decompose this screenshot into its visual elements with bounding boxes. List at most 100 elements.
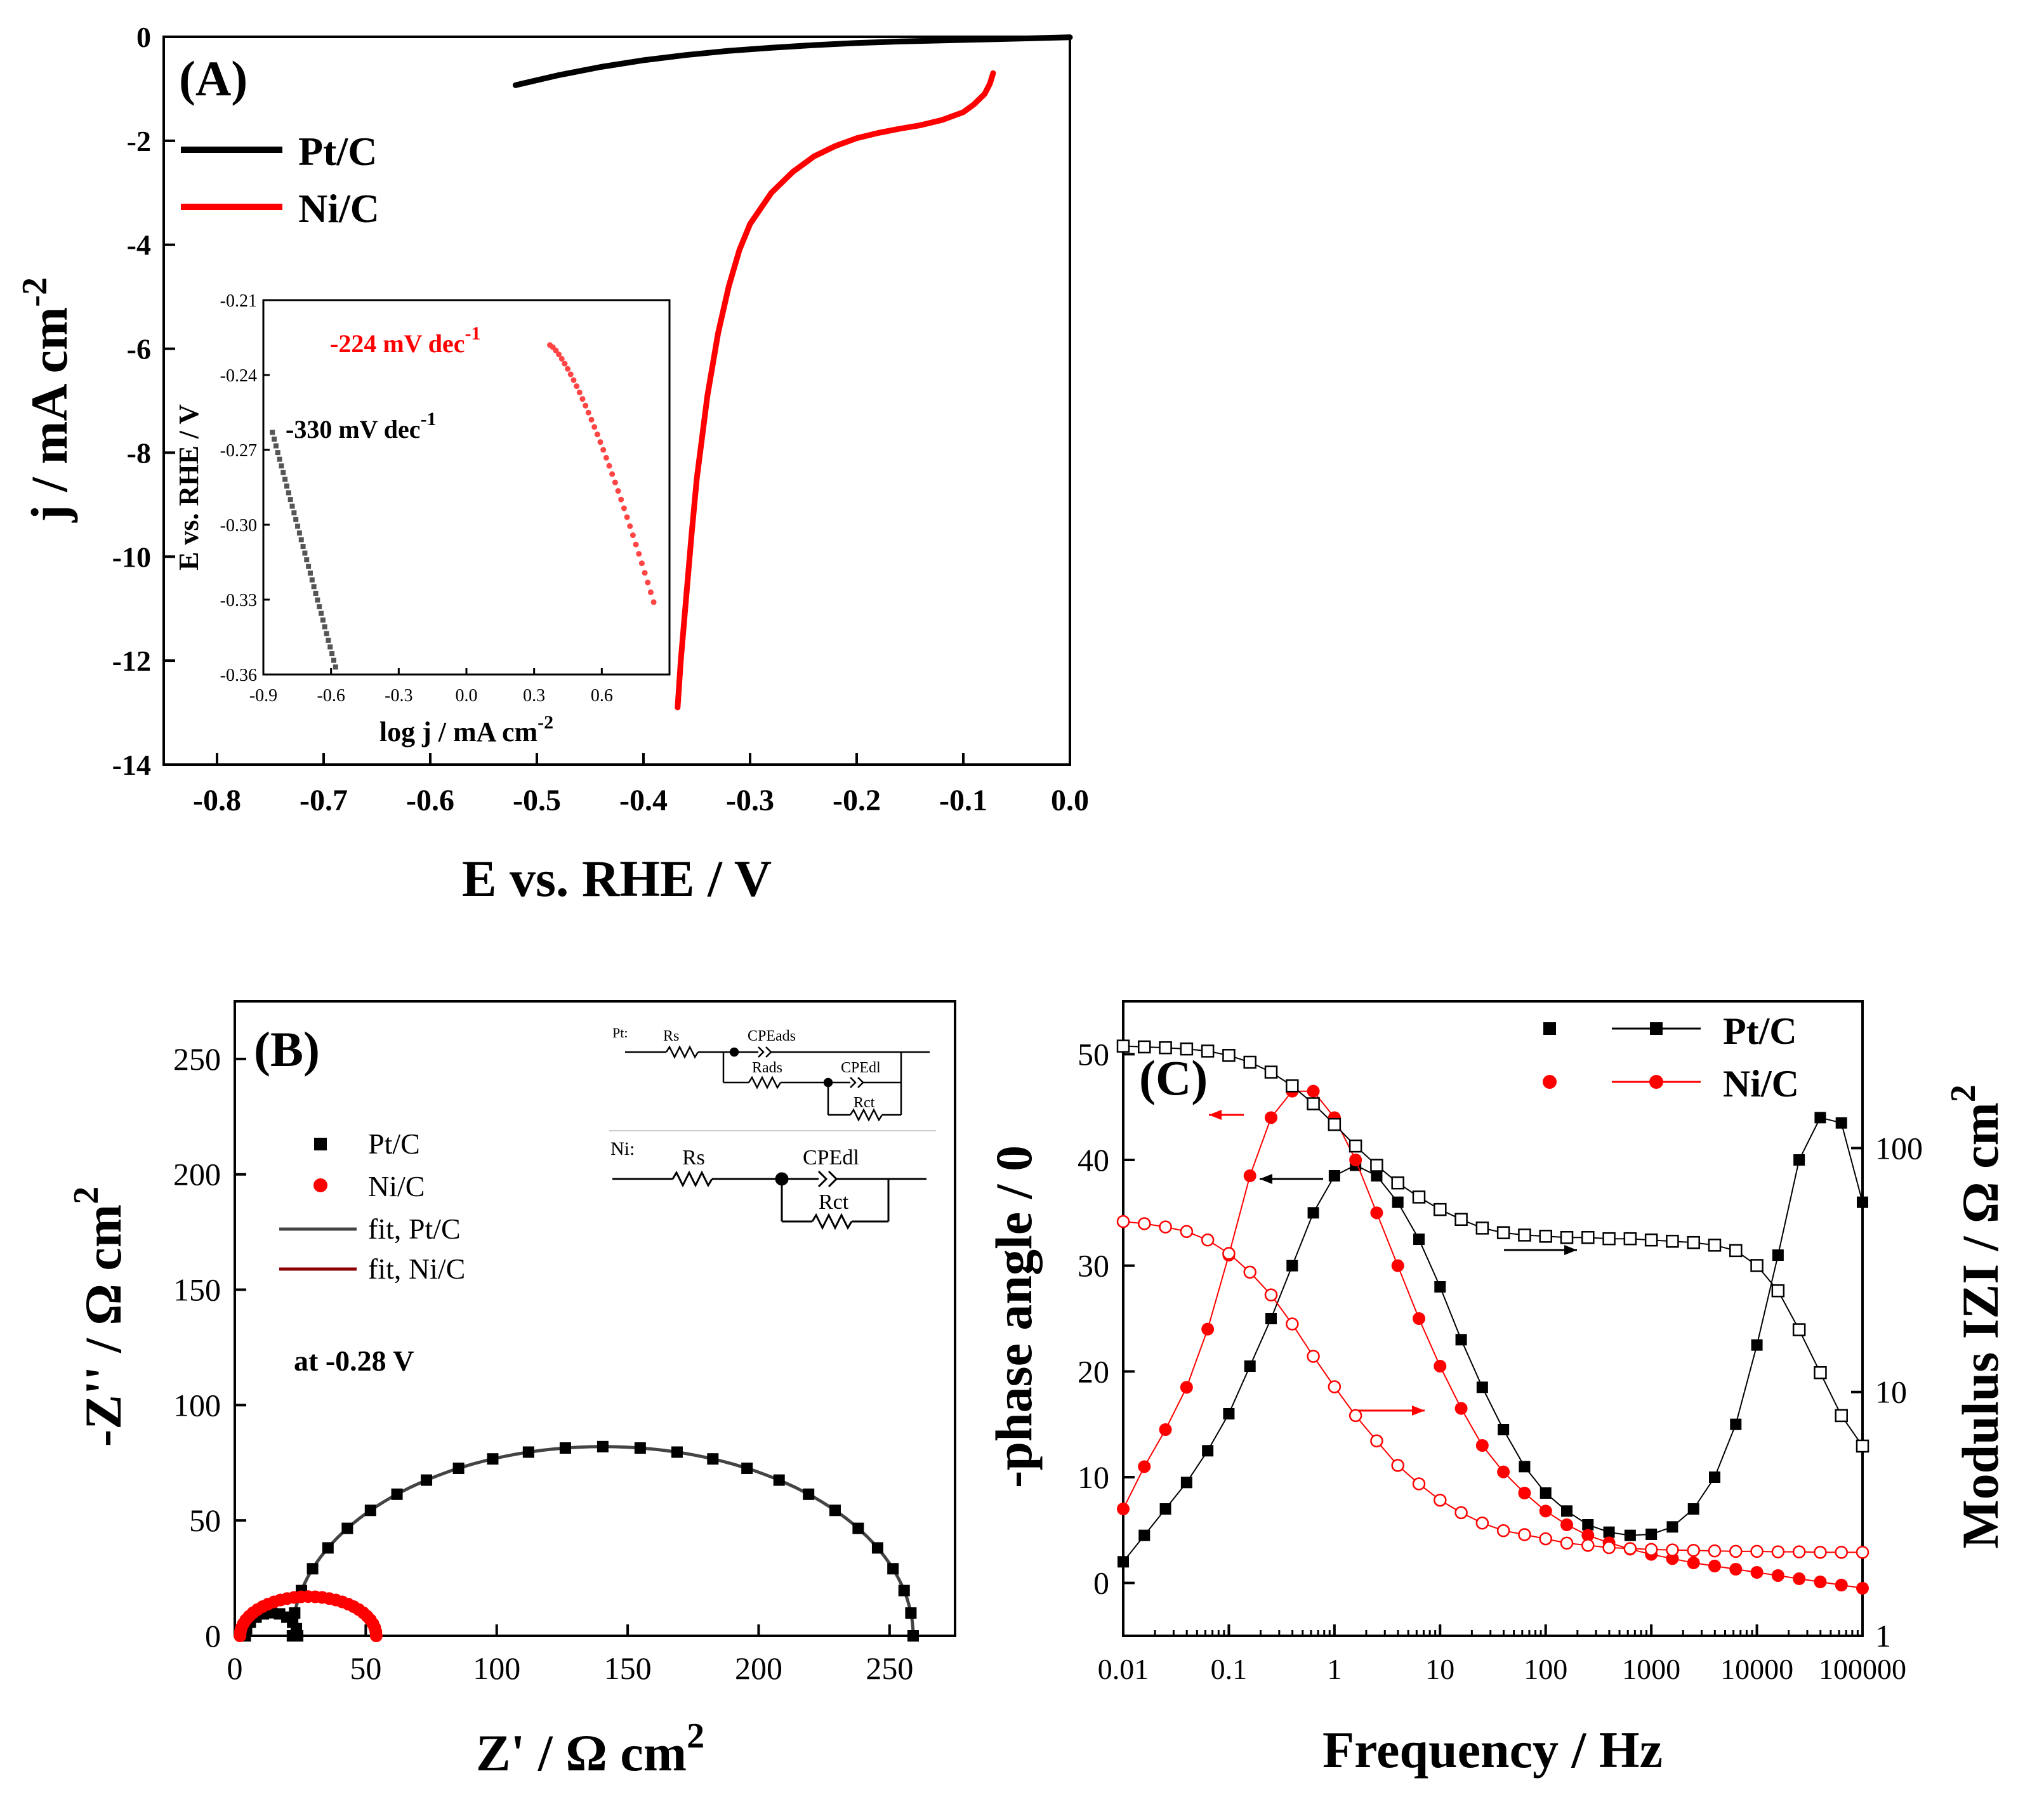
inset-point-ptc — [296, 530, 302, 536]
inset-point-ptc — [313, 590, 319, 596]
y-tick-label: 50 — [189, 1503, 221, 1538]
modulus-point-ptc — [1307, 1097, 1320, 1110]
phase-point-nic — [1201, 1322, 1215, 1336]
y-tick-label: 100 — [173, 1387, 221, 1423]
panel-b-legend: Pt/C Ni/C fit, Pt/C fit, Ni/C — [279, 1128, 465, 1285]
data-point-ptc — [421, 1474, 433, 1486]
modulus-point-nic — [1138, 1217, 1151, 1230]
inset-point-ptc — [291, 510, 297, 516]
inset-point-ptc — [272, 437, 277, 442]
x-tick-label: 50 — [350, 1650, 381, 1686]
phase-point-ptc — [1857, 1196, 1868, 1208]
panel-b-y-label: -Z'' / Ω cm2 — [67, 1187, 132, 1447]
inset-point-nic — [574, 383, 580, 390]
panel-a-y-label: j / mA cm-2 — [15, 277, 78, 523]
inset-point-nic — [562, 360, 568, 367]
panel-c-y-ticks: 0 10 20 30 40 50 — [1078, 1036, 1135, 1601]
resistor-rct-pt — [849, 1108, 883, 1122]
phase-point-nic — [1814, 1576, 1827, 1588]
inset-point-ptc — [331, 657, 336, 663]
phase-point-ptc — [1540, 1487, 1552, 1499]
panel-a-legend: Pt/C Ni/C — [181, 129, 379, 231]
x-tick-label: 1 — [1327, 1653, 1342, 1685]
phase-point-ptc — [1751, 1339, 1763, 1351]
phase-point-ptc — [1687, 1503, 1699, 1515]
panel-c-y2-label: Modulus IZI / Ω cm2 — [1944, 1084, 2009, 1549]
circuit-pt-cpedl: CPEdl — [841, 1060, 881, 1076]
y-tick-label: 0 — [136, 21, 151, 53]
modulus-point-ptc — [1729, 1244, 1743, 1258]
phase-point-nic — [1434, 1360, 1447, 1372]
modulus-point-nic — [1159, 1220, 1172, 1234]
inset-point-nic — [645, 579, 651, 586]
phase-point-ptc — [1772, 1249, 1784, 1261]
resistor-rads-pt — [748, 1076, 782, 1089]
panel-a-frame — [162, 36, 1071, 766]
y-tick-label: 0 — [1093, 1565, 1109, 1601]
panel-c: 0.01 0.1 1 10 100 1000 10000 100000 0 10 20 30 40 50… — [985, 1000, 2009, 1779]
inset-y-ticks: -0.21 -0.24 -0.27 -0.30 -0.33 -0.36 — [220, 291, 270, 685]
inset-annotation-nic: -224 mV dec-1 — [330, 323, 481, 358]
data-point-ptc — [905, 1607, 917, 1619]
phase-point-ptc — [1730, 1418, 1742, 1430]
phase-point-ptc — [1202, 1445, 1214, 1457]
phase-point-nic — [1413, 1312, 1425, 1325]
x-tick-label: -0.8 — [193, 784, 241, 817]
panel-a-x-ticks: -0.8 -0.7 -0.6 -0.5 -0.4 -0.3 -0.2 -0.1 0.0 — [193, 753, 1089, 817]
modulus-point-nic — [1391, 1459, 1404, 1472]
phase-point-ptc — [1498, 1424, 1510, 1435]
panel-c-series — [1116, 1039, 1869, 1595]
modulus-point-ptc — [1138, 1040, 1151, 1054]
panel-b-x-label: Z' / Ω cm2 — [476, 1716, 704, 1782]
modulus-point-nic — [1434, 1493, 1447, 1507]
x-tick-label: 200 — [735, 1650, 782, 1686]
inset-point-ptc — [311, 584, 317, 589]
data-point-ptc — [871, 1542, 883, 1554]
phase-point-nic — [1391, 1259, 1404, 1272]
modulus-point-ptc — [1623, 1232, 1637, 1246]
inset-point-ptc — [315, 597, 320, 603]
inset-point-ptc — [298, 537, 304, 543]
phase-point-ptc — [1413, 1234, 1425, 1245]
modulus-point-nic — [1560, 1536, 1574, 1550]
resistor-rct-ni — [811, 1213, 853, 1230]
data-point-ptc — [286, 1630, 298, 1642]
series-line-nic — [675, 70, 996, 711]
x-tick-label: 150 — [604, 1650, 652, 1686]
inset-point-ptc — [273, 443, 279, 449]
y-tick-label: 150 — [173, 1272, 221, 1308]
inset-point-ptc — [309, 577, 315, 583]
phase-point-ptc — [1118, 1556, 1129, 1568]
circuit-pt-rs: Rs — [663, 1028, 679, 1044]
phase-point-nic — [1518, 1487, 1531, 1499]
inset-point-nic — [627, 523, 633, 529]
modulus-point-nic — [1412, 1477, 1426, 1491]
modulus-point-nic — [1116, 1214, 1130, 1228]
modulus-point-ptc — [1539, 1230, 1552, 1243]
y-tick-label: -8 — [127, 437, 151, 469]
modulus-point-ptc — [1750, 1259, 1764, 1272]
inset-point-nic — [633, 541, 639, 548]
modulus-point-nic — [1454, 1506, 1468, 1520]
series-line — [1123, 1045, 1863, 1447]
modulus-point-nic — [1222, 1247, 1236, 1260]
cpe-ads-pt — [758, 1046, 765, 1058]
modulus-point-ptc — [1370, 1159, 1383, 1172]
inset-point-nic — [603, 454, 609, 461]
inset-point-ptc — [320, 617, 326, 623]
phase-point-ptc — [1328, 1170, 1340, 1182]
modulus-point-nic — [1475, 1517, 1489, 1530]
phase-point-nic — [1771, 1569, 1784, 1582]
inset-y-label: E vs. RHE / V — [173, 404, 204, 570]
inset-y-tick-label: -0.21 — [220, 291, 257, 311]
legend-line-marker-nic — [1649, 1075, 1663, 1089]
cpe-dl-pt — [850, 1077, 857, 1088]
modulus-point-nic — [1180, 1225, 1194, 1239]
y-tick-label: 30 — [1078, 1248, 1109, 1284]
data-point-ptc — [671, 1446, 683, 1458]
panel-c-x-label: Frequency / Hz — [1322, 1721, 1663, 1779]
phase-point-ptc — [1244, 1360, 1256, 1372]
phase-point-ptc — [1814, 1112, 1826, 1124]
inset-point-nic — [615, 488, 621, 494]
inset-point-nic — [588, 416, 595, 423]
